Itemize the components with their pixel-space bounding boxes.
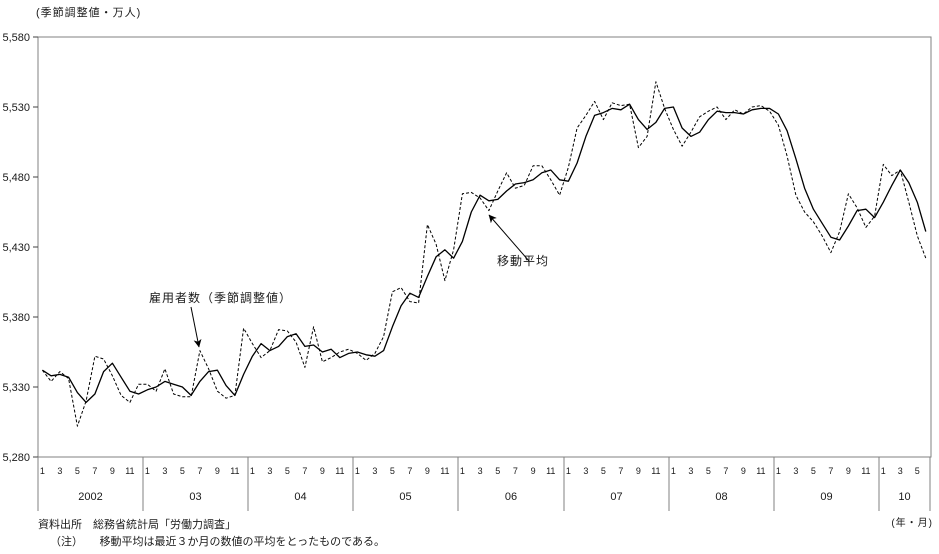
month-tick-label: 7 (407, 466, 412, 476)
month-tick-label: 1 (355, 466, 360, 476)
month-tick-label: 3 (57, 466, 62, 476)
month-tick-label: 11 (230, 466, 239, 476)
y-axis-tick-label: 5,480 (2, 172, 30, 184)
month-tick-label: 9 (110, 466, 115, 476)
moving-average-annotation-arrow (488, 214, 530, 262)
month-tick-label: 5 (706, 466, 711, 476)
month-tick-label: 9 (215, 466, 220, 476)
annotation-employment-series-label: 雇用者数（季節調整値） (149, 291, 293, 305)
month-tick-label: 3 (583, 466, 588, 476)
month-tick-label: 1 (566, 466, 571, 476)
moving-average-series-line (42, 103, 927, 404)
year-label: 04 (294, 491, 306, 503)
month-tick-label: 7 (513, 466, 518, 476)
month-tick-label: 1 (460, 466, 465, 476)
month-tick-label: 3 (162, 466, 167, 476)
month-tick-label: 7 (618, 466, 623, 476)
month-tick-label: 9 (425, 466, 430, 476)
source-note: 資料出所 総務省統計局「労働力調査」 (38, 519, 236, 531)
employment-series-line (42, 81, 927, 427)
x-axis-unit-label: (年・月) (891, 518, 933, 529)
y-axis-tick-label: 5,280 (2, 452, 30, 464)
month-tick-label: 7 (197, 466, 202, 476)
month-tick-label: 3 (898, 466, 903, 476)
month-tick-label: 5 (75, 466, 80, 476)
month-tick-label: 11 (756, 466, 765, 476)
month-tick-label: 5 (180, 466, 185, 476)
month-tick-label: 9 (531, 466, 536, 476)
annotation-moving-average-label: 移動平均 (497, 254, 550, 268)
month-tick-label: 5 (915, 466, 920, 476)
y-axis-tick-label: 5,430 (2, 242, 30, 254)
y-axis-tick-label: 5,330 (2, 382, 30, 394)
y-axis-tick-label: 5,530 (2, 102, 30, 114)
y-axis-unit-label: (季節調整値・万人) (36, 7, 142, 19)
month-tick-label: 11 (335, 466, 344, 476)
month-tick-label: 5 (390, 466, 395, 476)
month-tick-label: 11 (546, 466, 555, 476)
method-note: （注） 移動平均は最近３か月の数値の平均をとったものである。 (50, 536, 386, 548)
month-tick-label: 11 (861, 466, 870, 476)
plot-border (37, 36, 932, 458)
month-tick-label: 11 (651, 466, 660, 476)
month-tick-label: 9 (636, 466, 641, 476)
month-tick-label: 1 (40, 466, 45, 476)
month-tick-label: 5 (495, 466, 500, 476)
month-tick-label: 3 (267, 466, 272, 476)
employment-annotation-arrow (190, 306, 202, 348)
month-tick-label: 3 (478, 466, 483, 476)
month-tick-label: 5 (601, 466, 606, 476)
month-tick-label: 1 (671, 466, 676, 476)
year-label: 07 (610, 491, 622, 503)
month-tick-label: 3 (372, 466, 377, 476)
month-tick-label: 5 (285, 466, 290, 476)
month-tick-label: 7 (302, 466, 307, 476)
y-axis-tick-label: 5,580 (2, 32, 30, 44)
y-axis-tick-label: 5,380 (2, 312, 30, 324)
month-tick-label: 1 (145, 466, 150, 476)
year-label: 09 (820, 491, 832, 503)
month-tick-label: 3 (793, 466, 798, 476)
month-tick-label: 9 (741, 466, 746, 476)
month-tick-label: 3 (688, 466, 693, 476)
month-tick-label: 1 (776, 466, 781, 476)
footer-notes: 資料出所 総務省統計局「労働力調査」 （注） 移動平均は最近３か月の数値の平均を… (38, 517, 385, 551)
year-label: 08 (715, 491, 727, 503)
month-tick-label: 9 (320, 466, 325, 476)
month-tick-label: 7 (828, 466, 833, 476)
year-label: 06 (505, 491, 517, 503)
month-tick-label: 9 (846, 466, 851, 476)
year-label: 03 (189, 491, 201, 503)
year-label: 2002 (78, 491, 102, 503)
month-tick-label: 7 (92, 466, 97, 476)
month-tick-label: 1 (250, 466, 255, 476)
month-tick-label: 1 (881, 466, 886, 476)
year-label: 10 (898, 491, 910, 503)
month-tick-label: 11 (440, 466, 449, 476)
year-label: 05 (399, 491, 411, 503)
month-tick-label: 11 (125, 466, 134, 476)
month-tick-label: 7 (723, 466, 728, 476)
month-tick-label: 5 (811, 466, 816, 476)
